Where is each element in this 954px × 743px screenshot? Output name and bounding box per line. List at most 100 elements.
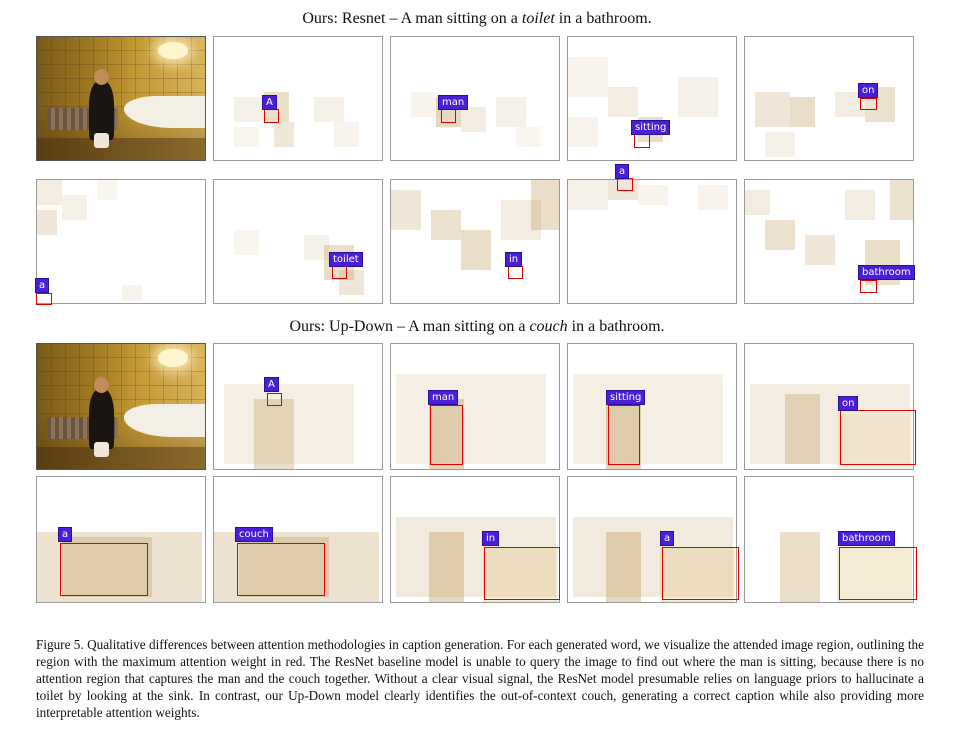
- resnet-title-prefix: Ours: Resnet – A man sitting on a: [302, 10, 522, 27]
- resnet-section-title: Ours: Resnet – A man sitting on a toilet…: [0, 9, 954, 29]
- attention-patch: [234, 127, 259, 147]
- updown-section-title: Ours: Up-Down – A man sitting on a couch…: [0, 317, 954, 337]
- generated-word-label: sitting: [606, 390, 646, 405]
- updown-attention-panel: [213, 343, 383, 470]
- generated-word-label: a: [35, 278, 50, 293]
- max-attention-box: [60, 543, 148, 596]
- generated-word-label: A: [262, 95, 277, 110]
- attention-patch: [461, 230, 491, 270]
- attention-patch: [396, 374, 546, 464]
- attention-patch: [501, 200, 541, 240]
- resnet-attention-panel: [390, 179, 560, 304]
- attention-patch: [755, 92, 790, 127]
- attention-patch: [678, 77, 718, 117]
- max-attention-box: [662, 547, 739, 600]
- max-attention-box: [484, 547, 560, 600]
- updown-attention-panel: [390, 343, 560, 470]
- generated-word-label: on: [858, 83, 879, 98]
- attention-patch: [339, 270, 364, 295]
- attention-patch: [461, 107, 486, 132]
- attention-patch: [396, 517, 556, 597]
- attention-patch: [62, 195, 87, 220]
- attention-patch: [429, 399, 464, 469]
- attention-patch: [573, 374, 723, 464]
- resnet-attention-panel: [213, 179, 383, 304]
- attention-patch: [790, 97, 815, 127]
- attention-patch: [411, 92, 441, 117]
- attention-patch: [568, 117, 598, 147]
- attention-patch: [531, 180, 559, 230]
- updown-title-prefix: Ours: Up-Down – A man sitting on a: [289, 318, 530, 335]
- updown-attention-panel: [744, 476, 914, 603]
- generated-word-label: couch: [235, 527, 273, 542]
- max-attention-box: [840, 410, 916, 465]
- updown-attention-panel: [567, 476, 737, 603]
- attention-patch: [274, 122, 294, 147]
- resnet-attention-panel: [567, 36, 737, 161]
- generated-word-label: A: [264, 377, 279, 392]
- generated-word-label: bathroom: [858, 265, 915, 280]
- attention-patch: [606, 399, 641, 469]
- attention-patch: [765, 220, 795, 250]
- photo-man: [89, 81, 115, 141]
- resnet-attention-panel: [36, 179, 206, 304]
- attention-patch: [483, 547, 558, 602]
- generated-word-label: bathroom: [838, 531, 895, 546]
- attention-patch: [638, 185, 668, 205]
- attention-patch: [608, 87, 638, 117]
- generated-word-label: man: [438, 95, 469, 110]
- updown-title-emph: couch: [529, 318, 568, 335]
- resnet-attention-panel: [213, 36, 383, 161]
- attention-patch: [890, 180, 913, 220]
- generated-word-label: in: [505, 252, 523, 267]
- generated-word-label: in: [482, 531, 500, 546]
- generated-word-label: a: [58, 527, 73, 542]
- resnet-attention-panel: [744, 179, 914, 304]
- attention-patch: [660, 547, 735, 602]
- updown-attention-panel: [36, 476, 206, 603]
- generated-word-label: man: [428, 390, 459, 405]
- photo-head: [94, 376, 110, 393]
- photo-man: [89, 389, 115, 449]
- max-attention-box: [267, 393, 282, 406]
- figure-caption: Figure 5. Qualitative differences betwee…: [36, 637, 924, 720]
- max-attention-box: [508, 266, 523, 279]
- attention-patch: [234, 230, 259, 255]
- updown-title-suffix: in a bathroom.: [567, 318, 665, 335]
- attention-patch: [234, 97, 264, 122]
- attention-patch: [750, 384, 910, 464]
- attention-patch: [254, 399, 294, 469]
- attention-patch: [97, 180, 117, 200]
- generated-word-label: on: [838, 396, 859, 411]
- attention-patch: [805, 235, 835, 265]
- attention-patch: [845, 190, 875, 220]
- attention-patch: [698, 185, 728, 210]
- attention-patch: [239, 537, 329, 597]
- resnet-input-image: [36, 36, 206, 161]
- resnet-attention-panel: [567, 179, 737, 304]
- attention-patch: [224, 384, 354, 464]
- attention-patch: [568, 180, 608, 210]
- max-attention-box: [332, 266, 347, 279]
- max-attention-box: [441, 109, 456, 123]
- attention-patch: [62, 537, 152, 597]
- updown-input-image: [36, 343, 206, 470]
- max-attention-box: [237, 543, 325, 596]
- photo-light: [157, 349, 189, 367]
- attention-patch: [391, 190, 421, 230]
- attention-patch: [334, 122, 359, 147]
- attention-patch: [314, 97, 344, 122]
- photo-bag: [94, 441, 110, 457]
- attention-patch: [37, 210, 57, 235]
- generated-word-label: toilet: [329, 252, 363, 267]
- updown-attention-panel: [567, 343, 737, 470]
- attention-patch: [429, 532, 464, 602]
- max-attention-box: [839, 547, 917, 600]
- max-attention-box: [617, 178, 633, 191]
- updown-attention-panel: [390, 476, 560, 603]
- attention-patch: [496, 97, 526, 127]
- max-attention-box: [36, 293, 52, 305]
- resnet-title-emph: toilet: [521, 10, 555, 27]
- attention-patch: [837, 547, 912, 602]
- photo-bag: [94, 132, 110, 148]
